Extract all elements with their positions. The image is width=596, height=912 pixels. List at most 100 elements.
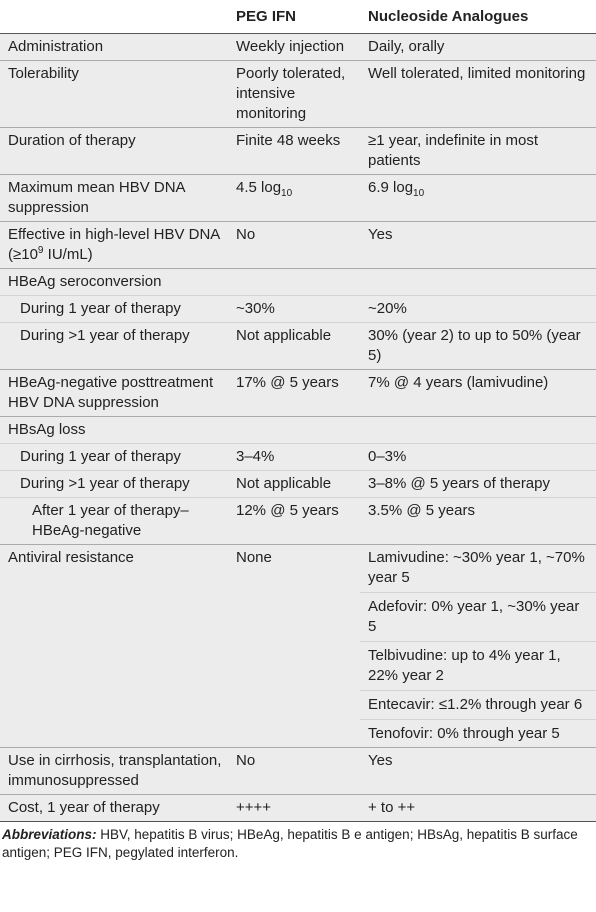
cell-text: 4.5 log: [236, 179, 282, 196]
cell-paragraph: Not applicable: [236, 326, 354, 346]
table-cell: ++++: [228, 794, 360, 822]
table-row: During >1 year of therapy Not applicable 3…: [0, 470, 596, 498]
cell-text: 12% @ 5 years: [236, 502, 339, 519]
cell-text: During 1 year of therapy: [20, 448, 181, 465]
cell-text: HBeAg seroconversion: [8, 273, 162, 290]
table-cell: [360, 416, 596, 444]
cell-paragraph: Lamivudine: ~30% year 1, ~70% year 5: [368, 548, 590, 588]
cell-paragraph: Weekly injection: [236, 37, 354, 57]
cell-paragraph: Administration: [8, 37, 222, 57]
cell-text: Poorly tolerated, intensive monitoring: [236, 65, 346, 122]
cell-paragraph: Not applicable: [236, 474, 354, 494]
table-cell: ≥1 year, indefinite in most patients: [360, 127, 596, 175]
table-cell: ~30%: [228, 295, 360, 323]
cell-paragraph: 4.5 log10: [236, 178, 354, 199]
cell-paragraph: 3.5% @ 5 years: [368, 501, 590, 521]
table-cell: 4.5 log10: [228, 174, 360, 222]
cell-text: Administration: [8, 38, 104, 55]
header-cell: [0, 0, 228, 34]
cell-paragraph: Well tolerated, limited monitoring: [368, 64, 590, 84]
cell-text: 3.5% @ 5 years: [368, 502, 475, 519]
table-cell: Not applicable: [228, 470, 360, 498]
cell-text: Weekly injection: [236, 38, 345, 55]
table-cell: During 1 year of therapy: [0, 295, 228, 323]
cell-paragraph: Maximum mean HBV DNA suppression: [8, 178, 222, 218]
cell-paragraph: HBeAg-negative posttreatment HBV DNA sup…: [8, 373, 222, 413]
table-cell: HBeAg-negative posttreatment HBV DNA sup…: [0, 369, 228, 417]
table-cell: Well tolerated, limited monitoring: [360, 60, 596, 128]
table-cell: During >1 year of therapy: [0, 322, 228, 370]
cell-paragraph: Cost, 1 year of therapy: [8, 798, 222, 818]
cell-paragraph: None: [236, 548, 354, 568]
table-cell: 17% @ 5 years: [228, 369, 360, 417]
footnote-label: Abbreviations:: [2, 827, 97, 842]
cell-paragraph: 7% @ 4 years (lamivudine): [368, 373, 590, 393]
table-cell: Daily, orally: [360, 33, 596, 61]
cell-paragraph: 0–3%: [368, 447, 590, 467]
table-row: Duration of therapy Finite 48 weeks ≥1 yea…: [0, 127, 596, 175]
table-cell: Finite 48 weeks: [228, 127, 360, 175]
table-cell: ~20%: [360, 295, 596, 323]
cell-paragraph: Tenofovir: 0% through year 5: [360, 719, 596, 744]
footnote-text: HBV, hepatitis B virus; HBeAg, hepatitis…: [2, 827, 578, 860]
cell-text: Maximum mean HBV DNA suppression: [8, 179, 185, 216]
cell-paragraph: 3–4%: [236, 447, 354, 467]
header-text: PEG IFN: [236, 8, 297, 25]
table-cell: 3–8% @ 5 years of therapy: [360, 470, 596, 498]
table-cell: 7% @ 4 years (lamivudine): [360, 369, 596, 417]
cell-text: Effective in high-level HBV DNA (≥10: [8, 226, 220, 263]
cell-text: Duration of therapy: [8, 132, 136, 149]
cell-paragraph: 30% (year 2) to up to 50% (year 5): [368, 326, 590, 366]
header-cell: Nucleoside Analogues: [360, 0, 596, 34]
table-cell: Maximum mean HBV DNA suppression: [0, 174, 228, 222]
cell-paragraph: Yes: [368, 225, 590, 245]
cell-text: 3–8% @ 5 years of therapy: [368, 475, 550, 492]
cell-text: Lamivudine: ~30% year 1, ~70% year 5: [368, 549, 585, 586]
table-cell: None: [228, 544, 360, 748]
cell-text: 7% @ 4 years (lamivudine): [368, 374, 549, 391]
table-cell: [228, 268, 360, 296]
cell-text: During >1 year of therapy: [20, 475, 190, 492]
cell-paragraph: No: [236, 225, 354, 245]
cell-paragraph: HBeAg seroconversion: [8, 272, 222, 292]
cell-text: Daily, orally: [368, 38, 445, 55]
cell-paragraph: ~20%: [368, 299, 590, 319]
table-row: Cost, 1 year of therapy ++++ + to ++: [0, 794, 596, 822]
table-row: Use in cirrhosis, transplantation, immun…: [0, 747, 596, 795]
cell-text: Not applicable: [236, 327, 332, 344]
cell-paragraph: Telbivudine: up to 4% year 1, 22% year 2: [360, 641, 596, 686]
table-row: After 1 year of therapy–HBeAg-negative 12…: [0, 497, 596, 545]
cell-paragraph: During >1 year of therapy: [20, 326, 222, 346]
table-cell: HBeAg seroconversion: [0, 268, 228, 296]
header-row: PEG IFN Nucleoside Analogues: [0, 0, 596, 34]
cell-text: Not applicable: [236, 475, 332, 492]
cell-text: Use in cirrhosis, transplantation, immun…: [8, 752, 222, 789]
cell-text: Yes: [368, 226, 393, 243]
table-cell: 3.5% @ 5 years: [360, 497, 596, 545]
cell-text: + to ++: [368, 799, 416, 816]
cell-paragraph: 12% @ 5 years: [236, 501, 354, 521]
cell-text: Well tolerated, limited monitoring: [368, 65, 586, 82]
table-cell: Antiviral resistance: [0, 544, 228, 748]
table-cell: HBsAg loss: [0, 416, 228, 444]
cell-paragraph: Finite 48 weeks: [236, 131, 354, 151]
cell-paragraph: Yes: [368, 751, 590, 771]
cell-text: 6.9 log: [368, 179, 414, 196]
comparison-table: PEG IFN Nucleoside Analogues Administrati…: [0, 0, 596, 822]
table-cell: 6.9 log10: [360, 174, 596, 222]
table-cell: Poorly tolerated, intensive monitoring: [228, 60, 360, 128]
cell-paragraph: Duration of therapy: [8, 131, 222, 151]
cell-paragraph: HBsAg loss: [8, 420, 222, 440]
cell-text: During 1 year of therapy: [20, 300, 181, 317]
subscript: 10: [413, 188, 425, 199]
cell-text: No: [236, 226, 256, 243]
cell-text: During >1 year of therapy: [20, 327, 190, 344]
cell-text: Antiviral resistance: [8, 549, 134, 566]
table-row: Maximum mean HBV DNA suppression 4.5 log1…: [0, 174, 596, 222]
table-cell: + to ++: [360, 794, 596, 822]
cell-paragraph: Daily, orally: [368, 37, 590, 57]
cell-text: ++++: [236, 799, 272, 816]
table-cell: Use in cirrhosis, transplantation, immun…: [0, 747, 228, 795]
cell-text: 3–4%: [236, 448, 275, 465]
